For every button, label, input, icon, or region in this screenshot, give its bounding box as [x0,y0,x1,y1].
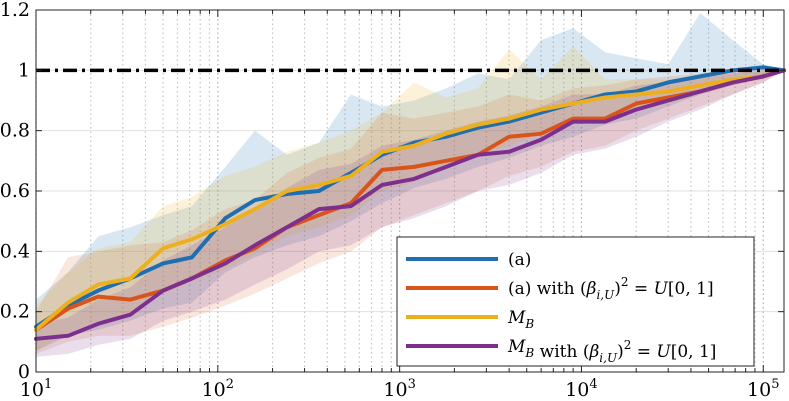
x-tick-label-100000: 105 [747,377,779,401]
series-line-yellow [34,68,786,332]
y-tick-label-0-4: 0.4 [0,240,30,262]
series-line-purple [34,68,786,341]
band-purple [36,70,784,357]
y-tick-label-1-2: 1.2 [0,0,30,21]
x-tick-label-10: 101 [20,377,52,401]
x-tick-label-1000: 103 [383,377,415,401]
x-tick-label-10000: 104 [565,377,597,401]
legend-label-blue: (a) [508,250,531,270]
x-tick-label-100: 102 [202,377,234,401]
series-line-blue [34,65,786,329]
y-tick-label-0: 0 [18,361,30,383]
series-lines [34,65,786,341]
y-tick-label-0-2: 0.2 [0,301,30,323]
band-orange [36,70,784,354]
legend-label-purple: MB with (βi,U)2 = U[0, 1] [507,337,716,365]
legend: (a) (a) with (βi,U)2 = U[0, 1] MB MB with (… [396,236,755,367]
legend-label-orange: (a) with (βi,U)2 = U[0, 1] [508,275,714,302]
y-tick-label-1: 1 [18,59,30,81]
y-tick-label-0-8: 0.8 [0,120,30,142]
y-tick-label-0-6: 0.6 [0,180,30,202]
legend-label-yellow: MB [507,308,534,331]
